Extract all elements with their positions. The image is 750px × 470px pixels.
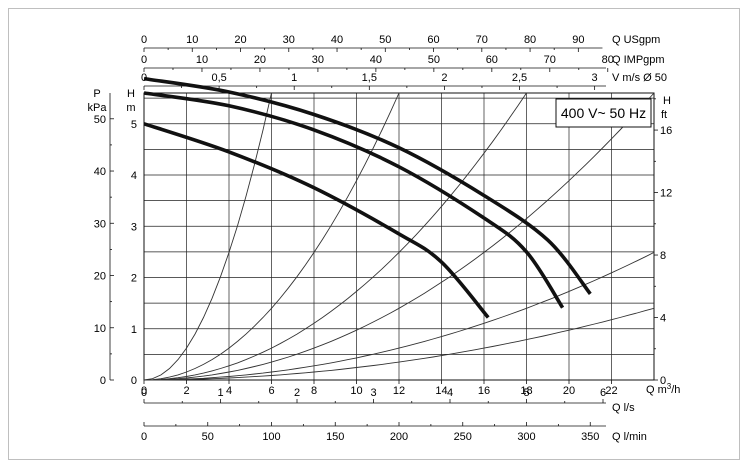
x-tick-label: 0 [141,385,147,397]
pump-curve-3 [143,122,490,319]
lmin-axis-label: Q l/min [612,431,647,443]
lmin-tick-label: 150 [326,431,344,443]
x-tick-label: 14 [435,385,447,397]
top-tick-label: 0 [141,72,147,84]
top-tick-label: 50 [379,34,391,46]
top-tick-label: 50 [428,54,440,66]
top-tick-label: 40 [370,54,382,66]
x-tick-label: 8 [311,385,317,397]
kpa-tick-label: 30 [94,218,106,230]
ft-tick-label: 0 [660,375,666,387]
ls-tick-label: 3 [370,387,376,399]
ft-tick-label: 16 [660,125,672,137]
top-tick-label: 2 [441,72,447,84]
ft-axis-label-ft: ft [661,109,667,121]
lmin-tick-label: 300 [517,431,535,443]
pump-curves-layer [143,76,592,319]
y-tick-label: 3 [131,221,137,233]
ls-tick-label: 0 [141,387,147,399]
top-tick-label: 80 [524,34,536,46]
ls-tick-label: 4 [447,387,453,399]
ls-tick-label: 2 [294,387,300,399]
pump-curve-2 [143,91,565,309]
ls-axis-label: Q l/s [612,402,635,414]
top-tick-label: 60 [486,54,498,66]
ft-axis-label-h: H [663,95,671,107]
system-curve [143,92,655,381]
kpa-axis-label-unit: kPa [88,102,108,114]
kpa-tick-label: 0 [100,375,106,387]
top-tick-label: 0 [141,54,147,66]
x-tick-label: 22 [605,385,617,397]
kpa-tick-label: 50 [94,114,106,126]
top-tick-label: 20 [254,54,266,66]
kpa-tick-label: 20 [94,271,106,283]
lmin-tick-label: 350 [581,431,599,443]
top-tick-label: 1 [291,72,297,84]
lmin-tick-label: 200 [390,431,408,443]
top-tick-label: 60 [427,34,439,46]
ls-tick-label: 6 [600,387,606,399]
top-tick-label: 0 [141,34,147,46]
chart-frame [8,8,740,460]
ft-tick-label: 4 [660,313,666,325]
system-curve [143,92,400,381]
y-axis-label-h: H [127,88,135,100]
y-tick-label: 4 [131,170,137,182]
top-tick-label: 30 [283,34,295,46]
x-axis-label: Q m3/h [646,382,680,396]
annotation-box [555,98,652,128]
x-tick-label: 20 [563,385,575,397]
top-tick-label: 3 [592,72,598,84]
lmin-tick-label: 0 [141,431,147,443]
top-axis-label: Q IMPgpm [612,54,665,66]
x-tick-label: 6 [268,385,274,397]
system-curve [144,251,655,381]
ft-tick-label: 8 [660,250,666,262]
x-tick-label: 16 [478,385,490,397]
labels-layer: 0 2 4 6 8 10 12 14 16 18 20 22 Q m3/h0 1 2 3 4 5 6Q l/s0 50… [88,34,681,443]
top-tick-label: 10 [186,34,198,46]
top-tick-label: 70 [544,54,556,66]
kpa-tick-label: 40 [94,166,106,178]
ft-tick-label: 12 [660,188,672,200]
top-tick-label: 90 [572,34,584,46]
kpa-tick-label: 10 [94,323,106,335]
top-tick-label: 1,5 [362,72,377,84]
x-tick-label: 2 [183,385,189,397]
top-tick-label: 30 [312,54,324,66]
annotation-text: 400 V~ 50 Hz [561,105,646,121]
y-tick-label: 5 [131,119,137,131]
top-axis-label: V m/s Ø 50 [612,72,667,84]
lmin-tick-label: 50 [202,431,214,443]
x-tick-label: 12 [393,385,405,397]
top-tick-label: 20 [234,34,246,46]
grid-layer [143,92,655,381]
top-tick-label: 40 [331,34,343,46]
kpa-axis-label-p: P [93,88,100,100]
pump-curve-1 [143,76,592,296]
top-tick-label: 0,5 [211,72,226,84]
top-tick-label: 2,5 [512,72,527,84]
lmin-tick-label: 250 [454,431,472,443]
ls-tick-label: 1 [217,387,223,399]
system-curve [143,92,272,381]
ls-tick-label: 5 [523,387,529,399]
lmin-tick-label: 100 [262,431,280,443]
x-tick-label: 18 [520,385,532,397]
top-axis-label: Q USgpm [612,34,660,46]
y-tick-label: 0 [131,375,137,387]
axes-layer [109,47,658,427]
top-tick-label: 70 [476,34,488,46]
x-tick-label: 4 [226,385,232,397]
y-tick-label: 2 [131,273,137,285]
top-tick-label: 10 [196,54,208,66]
top-tick-label: 80 [602,54,614,66]
system-curve [144,307,655,381]
y-axis-label-m: m [126,102,135,114]
y-tick-label: 1 [131,324,137,336]
x-tick-label: 10 [350,385,362,397]
